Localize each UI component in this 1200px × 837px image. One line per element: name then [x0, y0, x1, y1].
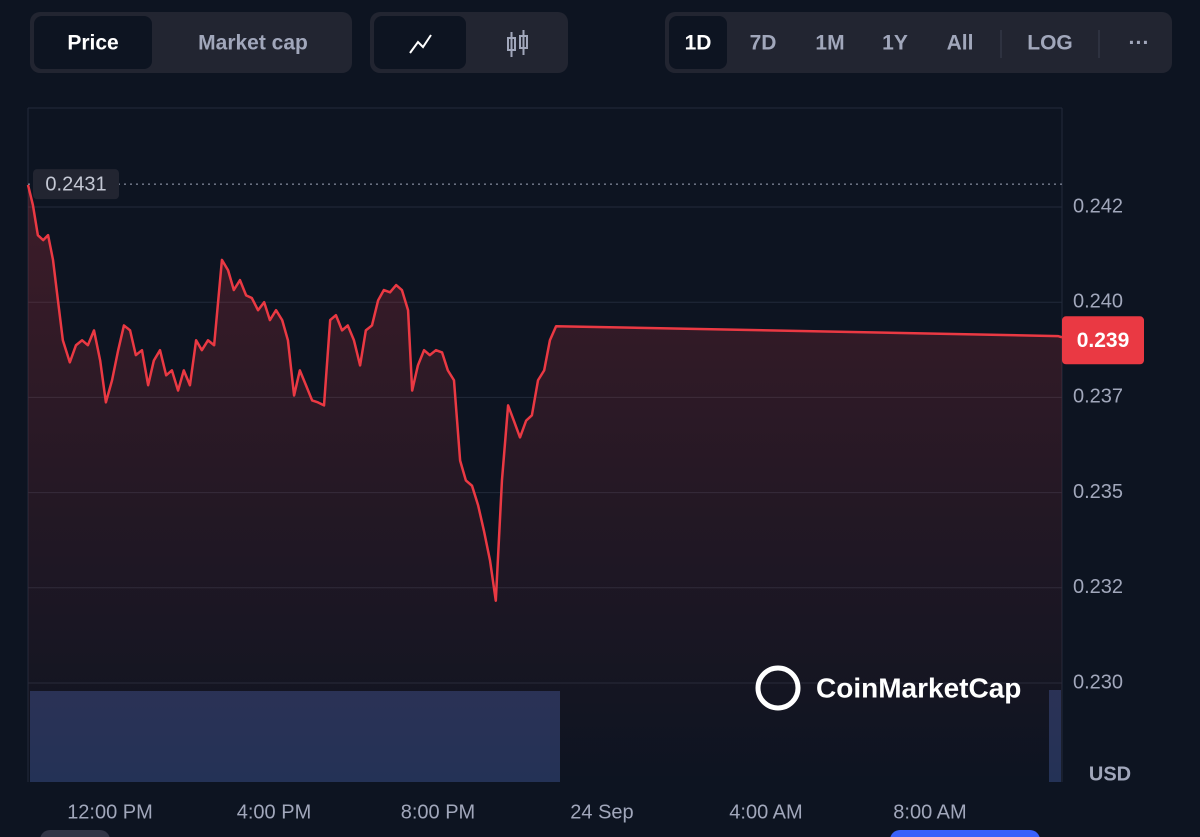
x-tick-label: 8:00 AM [893, 801, 966, 823]
line-style-button[interactable] [374, 16, 466, 69]
mode-button[interactable]: Market cap [198, 32, 308, 55]
price-area [28, 184, 1062, 782]
y-tick-label: 0.235 [1073, 481, 1123, 503]
price-badge [1062, 316, 1144, 365]
range-button[interactable]: 7D [750, 32, 777, 55]
y-tick-label: 0.232 [1073, 576, 1123, 598]
candle-icon[interactable] [507, 30, 528, 57]
mode-button[interactable]: Price [67, 32, 118, 55]
brand-logo [755, 665, 801, 711]
y-tick-label: 0.237 [1073, 386, 1123, 408]
range-group [665, 12, 1172, 73]
currency-label: USD [1089, 763, 1131, 785]
y-tick-label: 0.242 [1073, 195, 1123, 217]
plot: 0.230 0.232 0.235 0.237 0.240 0.242 12:00 PM 4:… [26, 169, 1144, 823]
price-label: 0.239 [1077, 329, 1130, 352]
y-tick-label: 0.240 [1073, 290, 1123, 312]
range-active[interactable] [669, 16, 727, 69]
line-icon [409, 34, 432, 54]
y-tick-label: 0.230 [1073, 671, 1123, 693]
x-tick-label: 24 Sep [570, 801, 633, 823]
bottom-pill [890, 830, 1040, 837]
high-badge [33, 169, 119, 200]
mode-active[interactable] [34, 16, 152, 69]
log-button[interactable]: LOG [1027, 32, 1073, 55]
brand: CoinMarketCap [816, 672, 1021, 703]
x-tick-label: 4:00 AM [729, 801, 802, 823]
x-tick-label: 12:00 PM [67, 801, 153, 823]
bottom-pill [40, 830, 110, 837]
price-line [26, 184, 1063, 602]
range-button[interactable]: 1D [685, 32, 712, 55]
range-button[interactable]: 1Y [882, 32, 908, 55]
range-button[interactable]: 1M [815, 32, 844, 55]
x-tick-label: 4:00 PM [237, 801, 311, 823]
more-button[interactable]: ··· [1129, 32, 1150, 55]
x-tick-label: 8:00 PM [401, 801, 475, 823]
high-label: 0.2431 [45, 173, 106, 195]
range-button[interactable]: All [947, 32, 974, 55]
